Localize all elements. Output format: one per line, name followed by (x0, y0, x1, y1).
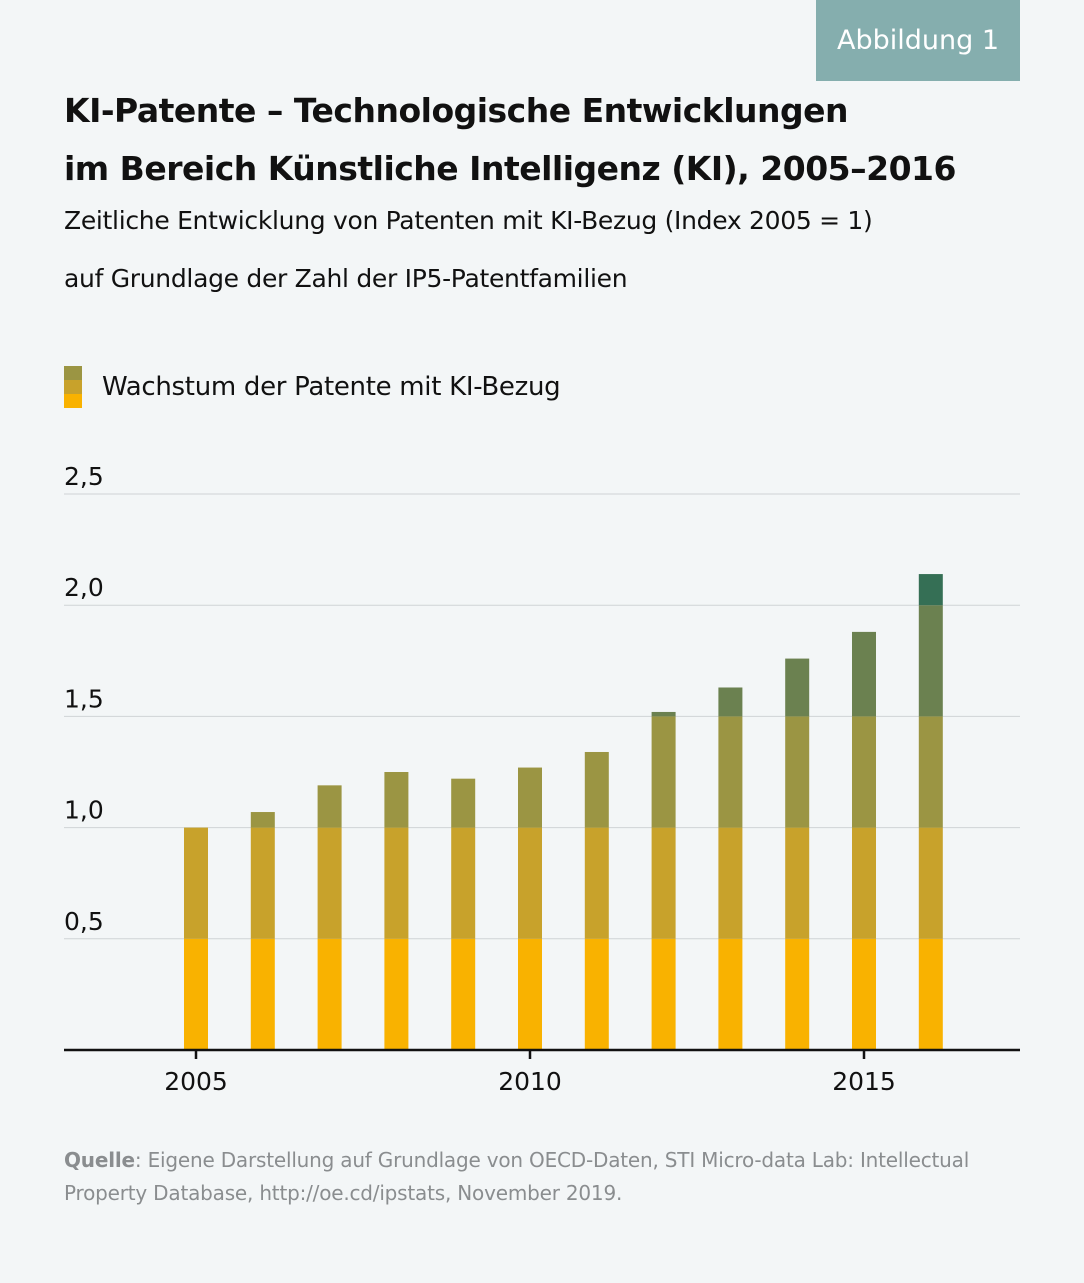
source-note: Quelle: Eigene Darstellung auf Grundlage… (64, 1144, 1024, 1210)
bar-segment-2007 (317, 938, 342, 1050)
y-tick-label: 0,5 (64, 907, 104, 936)
bar-segment-2011 (584, 938, 609, 1050)
bar-segment-2007 (317, 785, 342, 828)
bar-segment-2012 (651, 716, 676, 828)
bar-segment-2010 (518, 827, 542, 939)
x-tick-label: 2015 (832, 1067, 896, 1096)
bar-segment-2014 (785, 658, 810, 717)
subtitle-line-2: auf Grundlage der Zahl der IP5-Patentfam… (64, 264, 628, 293)
bar-segment-2015 (852, 716, 876, 828)
y-tick-label: 2,0 (64, 573, 104, 602)
subtitle-line-1: Zeitliche Entwicklung von Patenten mit K… (64, 206, 873, 235)
bar-segment-2009 (451, 938, 476, 1050)
bar-segment-2009 (451, 778, 476, 828)
bar-segment-2014 (785, 938, 810, 1050)
x-tick-label: 2005 (164, 1067, 228, 1096)
bar-segment-2016 (918, 716, 943, 828)
bar-segment-2006 (250, 938, 275, 1050)
bar-segment-2014 (785, 827, 810, 939)
x-tick-label: 2010 (498, 1067, 562, 1096)
bar-segment-2013 (718, 827, 743, 939)
bar-segment-2005 (184, 938, 208, 1050)
bar-segment-2012 (651, 827, 676, 939)
bar-segment-2006 (250, 812, 275, 828)
bar-segment-2013 (718, 687, 743, 717)
bar-segment-2010 (518, 767, 542, 828)
bar-segment-2016 (918, 605, 943, 717)
title-line-2: im Bereich Künstliche Intelligenz (KI), … (64, 149, 956, 188)
bar-segment-2012 (651, 938, 676, 1050)
bar-segment-2015 (852, 827, 876, 939)
legend-label: Wachstum der Patente mit KI-Bezug (102, 372, 561, 402)
figure-badge: Abbildung 1 (816, 0, 1020, 81)
bar-segment-2008 (384, 772, 409, 828)
title-line-1: KI-Patente – Technologische Entwicklunge… (64, 91, 849, 130)
bar-segment-2007 (317, 827, 342, 939)
bar-segment-2009 (451, 827, 476, 939)
bar-segment-2005 (184, 827, 208, 939)
bar-segment-2015 (852, 631, 876, 717)
bar-segment-2012 (651, 711, 676, 717)
bar-segment-2013 (718, 716, 743, 828)
bar-segment-2016 (918, 827, 943, 939)
bar-segment-2016 (918, 938, 943, 1050)
bar-segment-2011 (584, 827, 609, 939)
bar-segment-2010 (518, 938, 542, 1050)
chart-title: KI-Patente – Technologische Entwicklunge… (64, 82, 956, 198)
source-label: Quelle (64, 1148, 135, 1172)
bar-segment-2013 (718, 938, 743, 1050)
y-tick-label: 2,5 (64, 462, 104, 491)
bar-segment-2011 (584, 751, 609, 828)
bar-segment-2006 (250, 827, 275, 939)
bar-segment-2015 (852, 938, 876, 1050)
y-tick-label: 1,0 (64, 796, 104, 825)
bar-segment-2008 (384, 827, 409, 939)
y-tick-label: 1,5 (64, 684, 104, 713)
source-text: : Eigene Darstellung auf Grundlage von O… (64, 1148, 970, 1205)
legend-swatch (64, 366, 82, 408)
bar-segment-2016 (918, 574, 943, 606)
legend: Wachstum der Patente mit KI-Bezug (64, 366, 561, 408)
bar-segment-2014 (785, 716, 810, 828)
bar-segment-2008 (384, 938, 409, 1050)
